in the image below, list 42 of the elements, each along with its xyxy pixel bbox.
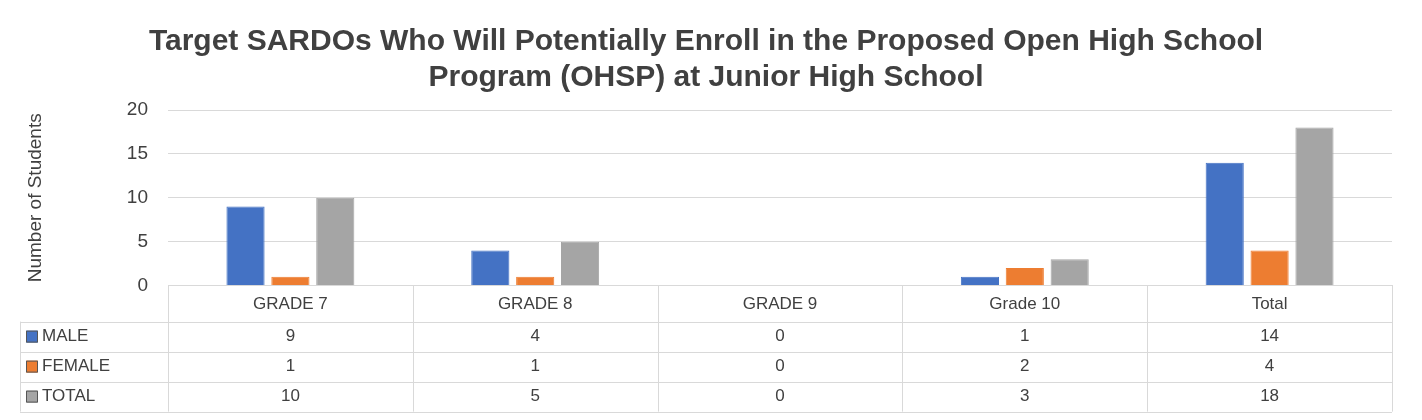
data-label: 18 — [1260, 386, 1280, 406]
x-tick-label: GRADE 9 — [742, 294, 818, 314]
bar — [1250, 250, 1289, 286]
data-label: 14 — [1260, 326, 1280, 346]
bar — [471, 250, 510, 286]
data-label: 1 — [285, 356, 296, 376]
x-tick-label: GRADE 7 — [253, 294, 328, 314]
y-tick-label: 0 — [137, 273, 148, 295]
y-tick-label: 5 — [137, 229, 148, 251]
legend-label: MALE — [42, 326, 89, 346]
bar — [226, 206, 265, 286]
legend-label: TOTAL — [42, 386, 96, 406]
data-label: 0 — [775, 326, 785, 346]
bar — [516, 276, 555, 286]
bar — [1050, 259, 1089, 286]
bar — [960, 276, 999, 286]
data-label: 10 — [280, 386, 300, 406]
y-tick-label: 15 — [126, 142, 148, 164]
y-tick-label: 20 — [126, 98, 148, 120]
data-label: 9 — [285, 326, 296, 346]
x-tick-label: Grade 10 — [989, 294, 1061, 314]
data-label: 0 — [775, 386, 785, 406]
x-tick-label: Total — [1251, 294, 1288, 314]
data-label: 1 — [530, 356, 540, 376]
bar — [1295, 127, 1334, 286]
data-label: 0 — [775, 356, 785, 376]
y-axis-title: Number of Students — [23, 113, 45, 283]
y-tick-label: 10 — [126, 186, 148, 208]
bar — [1005, 268, 1044, 286]
data-label: 2 — [1020, 356, 1030, 376]
data-label: 1 — [1020, 326, 1030, 346]
legend-label: FEMALE — [42, 356, 111, 376]
data-label: 4 — [530, 326, 540, 346]
data-label: 5 — [530, 386, 540, 406]
bar — [316, 197, 355, 286]
chart-title: Target SARDOs Who Will Potentially Enroll in the Proposed Open High School Program (OHSP) at Junior High School — [148, 23, 1264, 93]
data-label: 3 — [1020, 386, 1030, 406]
bar — [1205, 162, 1244, 286]
bar — [561, 241, 600, 286]
bar — [271, 276, 310, 286]
x-tick-label: GRADE 8 — [497, 294, 573, 314]
data-label: 4 — [1264, 356, 1275, 376]
